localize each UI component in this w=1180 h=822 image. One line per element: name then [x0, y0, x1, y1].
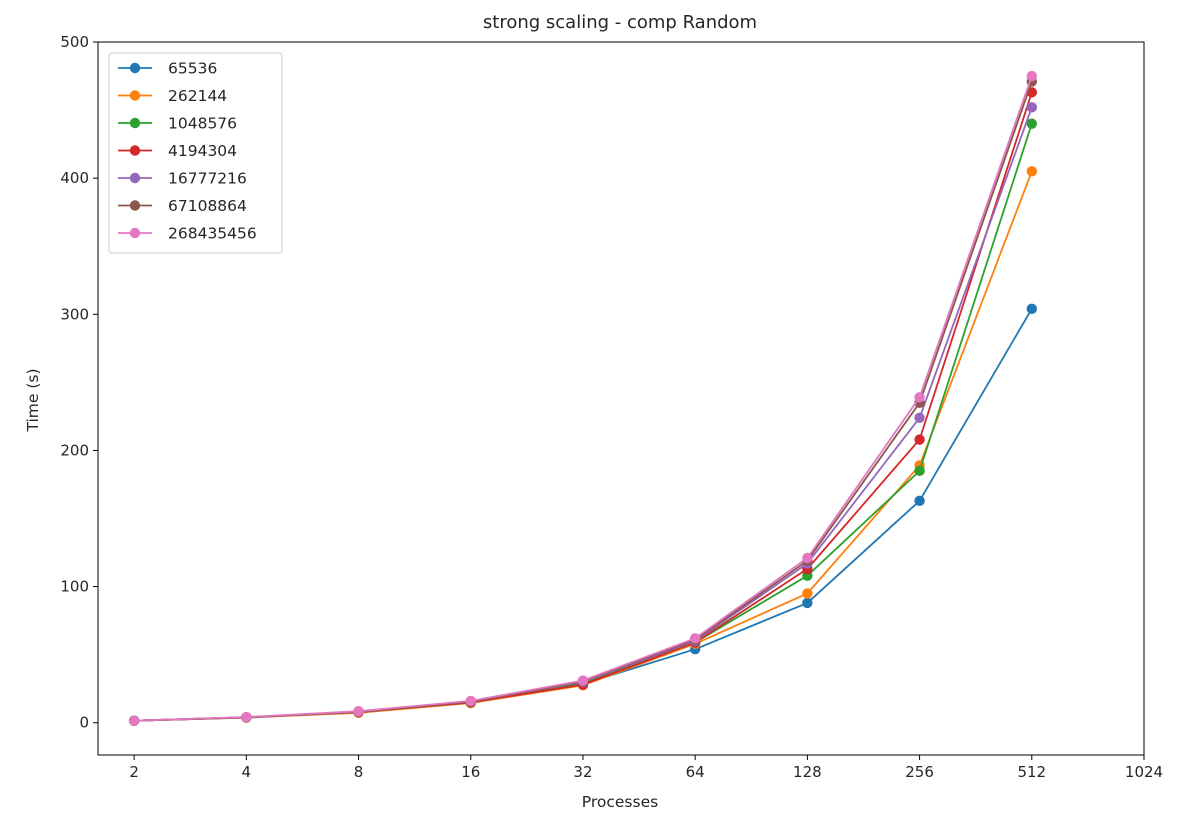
series-group — [128, 70, 1037, 726]
y-tick-label: 300 — [60, 305, 89, 323]
data-point — [1026, 118, 1037, 129]
legend-label: 262144 — [168, 87, 227, 105]
x-tick-label: 32 — [573, 763, 592, 781]
chart-title: strong scaling - comp Random — [483, 12, 757, 33]
data-point — [802, 588, 813, 599]
x-tick-label: 64 — [686, 763, 705, 781]
data-point — [353, 705, 364, 717]
data-point — [914, 434, 925, 445]
data-point — [689, 633, 701, 644]
y-axis: 0 100 200 300 400 500 — [60, 33, 98, 732]
legend-marker — [129, 227, 141, 239]
legend-item: 4194304 — [118, 142, 237, 160]
legend-label: 67108864 — [168, 197, 247, 215]
y-axis-label: Time (s) — [24, 368, 42, 432]
x-tick-label: 2 — [129, 763, 139, 781]
data-point — [1026, 102, 1037, 113]
x-tick-label: 256 — [905, 763, 934, 781]
x-tick-label: 4 — [242, 763, 252, 781]
data-point — [1026, 70, 1037, 82]
legend-label: 268435456 — [168, 225, 257, 243]
y-tick-label: 500 — [60, 33, 89, 51]
legend-marker — [129, 145, 141, 156]
data-point — [914, 495, 925, 507]
data-point — [465, 695, 476, 707]
y-tick-label: 400 — [60, 169, 89, 187]
legend-marker — [129, 117, 141, 129]
data-point — [241, 711, 252, 723]
data-point — [802, 552, 813, 564]
legend-marker — [129, 90, 141, 101]
legend-marker — [129, 62, 141, 74]
x-tick-label: 1024 — [1125, 763, 1163, 781]
legend-item: 16777216 — [118, 170, 247, 188]
legend-label: 65536 — [168, 60, 217, 78]
data-point — [1026, 303, 1037, 315]
legend-item: 65536 — [118, 60, 217, 78]
x-tick-label: 8 — [354, 763, 364, 781]
x-tick-label: 128 — [793, 763, 822, 781]
axes-frame — [97, 41, 1145, 756]
data-point — [577, 675, 589, 686]
legend-box — [108, 52, 283, 254]
data-point — [914, 392, 925, 403]
legend-marker — [129, 172, 141, 184]
legend-label: 16777216 — [168, 170, 247, 188]
y-tick-label: 0 — [79, 714, 89, 732]
legend-item: 67108864 — [118, 197, 247, 215]
y-tick-label: 100 — [60, 578, 89, 596]
legend-label: 4194304 — [168, 142, 237, 160]
x-axis: 2 4 8 16 32 64 128 256 512 1024 — [129, 755, 1163, 781]
x-tick-label: 16 — [461, 763, 480, 781]
data-point — [128, 715, 140, 726]
data-point — [1026, 166, 1037, 177]
legend: 65536 262144 1048576 4194304 16777216 6710886… — [108, 52, 283, 254]
data-point — [914, 412, 925, 423]
legend-item: 1048576 — [118, 115, 237, 133]
legend-marker — [129, 200, 141, 211]
legend-item: 268435456 — [118, 225, 257, 243]
x-axis-label: Processes — [582, 793, 658, 811]
x-tick-label: 512 — [1017, 763, 1046, 781]
y-tick-label: 200 — [60, 441, 89, 459]
legend-label: 1048576 — [168, 115, 237, 133]
plot-area: 0 100 200 300 400 500 2 4 8 16 32 64 128 256 512 1024 — [60, 33, 1163, 781]
series-268435456 — [128, 70, 1037, 726]
data-point — [914, 465, 925, 477]
data-point — [802, 597, 813, 609]
legend-item: 262144 — [118, 87, 227, 105]
